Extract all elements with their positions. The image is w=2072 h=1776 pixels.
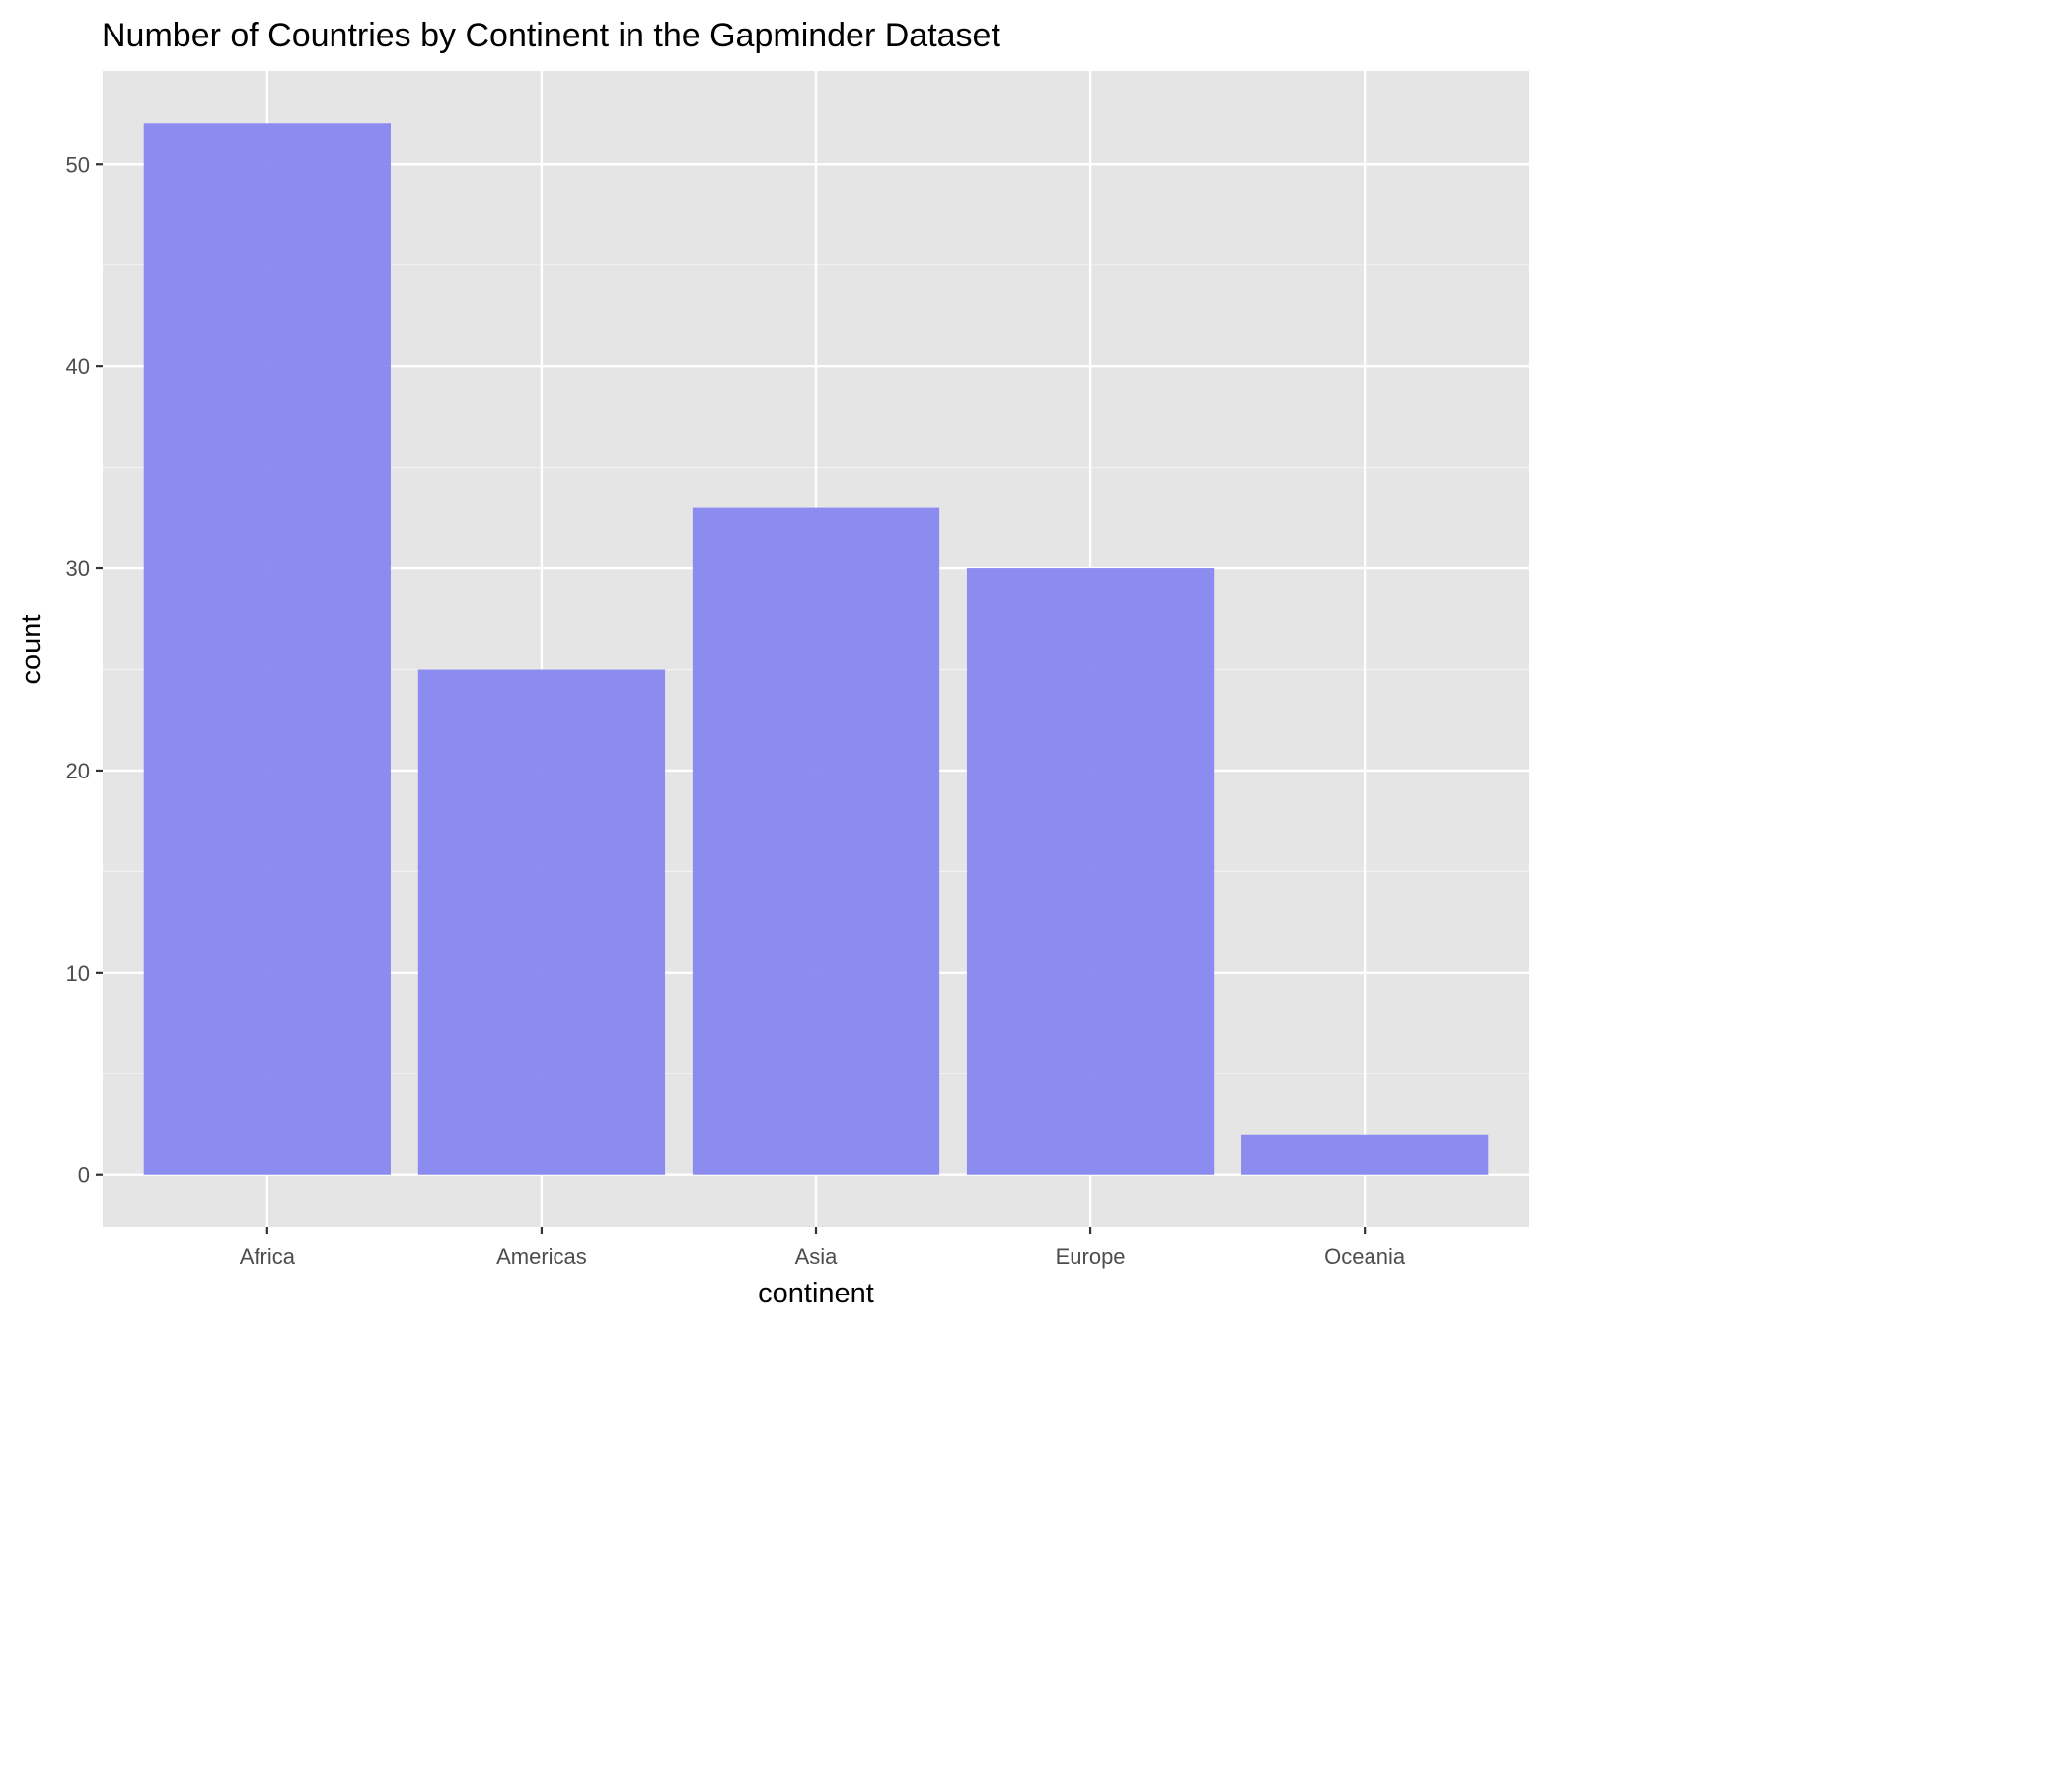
y-axis: 0 10 20 30 40 50 <box>66 152 103 1188</box>
x-axis: Africa Americas Asia Europe Oceania <box>240 1227 1406 1269</box>
y-tick-label: 40 <box>66 354 90 379</box>
y-axis-title: count <box>16 615 47 685</box>
x-tick-label: Americas <box>496 1244 587 1269</box>
bar-europe <box>966 568 1215 1175</box>
x-tick-label: Oceania <box>1324 1244 1406 1269</box>
y-tick-label: 50 <box>66 152 90 177</box>
bar-africa <box>143 123 391 1175</box>
y-tick-label: 20 <box>66 759 90 783</box>
x-tick-label: Asia <box>795 1244 839 1269</box>
x-axis-title: continent <box>758 1278 874 1309</box>
y-tick-label: 30 <box>66 556 90 581</box>
x-tick-label: Europe <box>1056 1244 1126 1269</box>
chart-title: Number of Countries by Continent in the … <box>102 17 1000 54</box>
y-tick-label: 10 <box>66 961 90 986</box>
bars <box>143 123 1489 1175</box>
y-tick-label: 0 <box>78 1163 90 1188</box>
bar-asia <box>692 507 940 1175</box>
x-tick-label: Africa <box>240 1244 296 1269</box>
bar-americas <box>417 669 666 1175</box>
bar-oceania <box>1241 1134 1489 1175</box>
chart: Number of Countries by Continent in the … <box>16 17 1529 1309</box>
